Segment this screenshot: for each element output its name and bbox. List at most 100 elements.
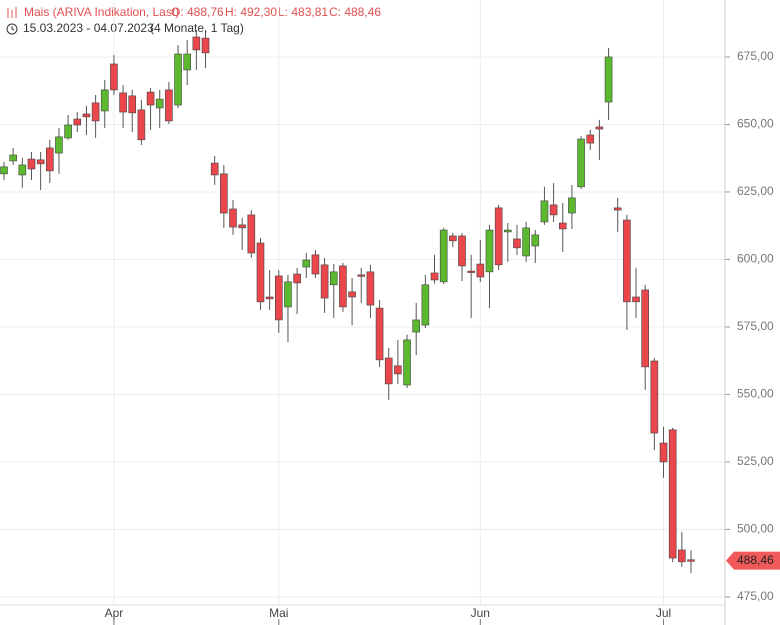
- candle-body: [82, 113, 91, 118]
- candle-body: [485, 229, 494, 273]
- plot-area: [0, 0, 725, 605]
- candle-body: [284, 281, 292, 308]
- candle-body: [421, 284, 430, 326]
- x-tick-label: Mai: [269, 606, 288, 620]
- date-range: 15.03.2023 - 04.07.2023: [23, 21, 154, 35]
- candle-body: [641, 289, 650, 368]
- candle-body: [659, 442, 668, 463]
- y-tick-label: 600,00: [737, 252, 774, 266]
- candle-body: [439, 229, 448, 283]
- candle-body: [311, 254, 320, 275]
- y-tick-label: 625,00: [737, 184, 774, 198]
- price-tag-label: 488,46: [737, 553, 774, 567]
- candle-body: [165, 89, 173, 122]
- candle-body: [540, 200, 549, 223]
- candle-body: [265, 296, 274, 300]
- ohlc-label: O: 488,76: [171, 5, 224, 19]
- candle-body: [55, 136, 63, 154]
- candle-body: [558, 222, 567, 230]
- candle-body: [549, 204, 558, 216]
- y-tick-label: 500,00: [737, 522, 774, 536]
- candle-body: [522, 227, 530, 257]
- candle-body: [668, 429, 677, 559]
- candle-body: [458, 235, 466, 267]
- y-tick-label: 475,00: [737, 589, 774, 603]
- candle-body: [678, 549, 686, 563]
- candle-body: [27, 158, 36, 170]
- candle-body: [229, 208, 237, 228]
- ohlc-label: H: 492,30: [225, 5, 277, 19]
- y-tick-label: 675,00: [737, 49, 774, 63]
- candle-body: [247, 214, 256, 254]
- candle-body: [412, 319, 421, 333]
- candle-body: [348, 291, 356, 298]
- candle-body: [238, 224, 246, 229]
- candle-body: [329, 271, 338, 286]
- candle-body: [531, 234, 540, 247]
- candle-body: [394, 365, 402, 375]
- candle-body: [210, 162, 219, 176]
- candle-body: [9, 154, 17, 162]
- price-tag: [726, 551, 780, 570]
- candle-body: [568, 197, 576, 214]
- candle-body: [687, 559, 695, 562]
- candle-body: [302, 259, 311, 268]
- ohlc-label: C: 488,46: [329, 5, 381, 19]
- y-tick-label: 550,00: [737, 387, 774, 401]
- candle-body: [18, 164, 27, 176]
- candle-body: [577, 138, 585, 188]
- candle-body: [201, 37, 210, 54]
- candle-body: [384, 357, 393, 385]
- candle-body: [357, 274, 366, 277]
- candle-body: [128, 95, 137, 114]
- candle-body: [91, 102, 100, 122]
- candle-body: [174, 53, 182, 106]
- candle-body: [632, 296, 640, 303]
- candle-body: [513, 238, 521, 249]
- candle-body: [110, 63, 118, 91]
- candle-body: [604, 56, 613, 103]
- candle-body: [137, 109, 146, 141]
- chart-title: Mais (ARIVA Indikation, Last): [24, 5, 179, 19]
- candle-body: [613, 207, 622, 211]
- candle-body: [36, 159, 45, 165]
- x-tick-label: Jun: [471, 606, 490, 620]
- candle-body: [192, 36, 201, 51]
- x-tick-label: Jul: [656, 606, 671, 620]
- candle-body: [403, 339, 411, 386]
- candle-body: [256, 242, 265, 303]
- candle-body: [366, 271, 375, 306]
- candle-body: [274, 275, 283, 321]
- candle-body: [586, 134, 595, 144]
- candle-body: [293, 273, 301, 284]
- y-tick-label: 650,00: [737, 117, 774, 131]
- candle-body: [494, 207, 503, 266]
- candle-body: [64, 124, 72, 139]
- candle-body: [476, 263, 485, 278]
- candle-body: [0, 166, 8, 175]
- candle-body: [449, 235, 457, 242]
- candle-body: [320, 264, 329, 299]
- x-tick-label: Apr: [105, 606, 124, 620]
- candle-body: [467, 270, 475, 273]
- header-icon: [7, 7, 17, 18]
- candle-body: [595, 126, 604, 130]
- candle-body: [155, 98, 164, 109]
- period: (4 Monate, 1 Tag): [150, 21, 244, 35]
- candle-body: [45, 147, 54, 172]
- candle-body: [375, 307, 384, 361]
- y-tick-label: 525,00: [737, 454, 774, 468]
- candle-body: [623, 219, 631, 303]
- candle-body: [220, 173, 228, 214]
- candle-body: [650, 360, 659, 434]
- candle-body: [183, 53, 191, 71]
- candle-body: [503, 229, 512, 233]
- candle-body: [119, 92, 127, 113]
- candle-body: [146, 91, 155, 106]
- y-tick-label: 575,00: [737, 319, 774, 333]
- candle-body: [100, 89, 109, 112]
- clock-icon: [6, 23, 18, 35]
- ohlc-label: L: 483,81: [278, 5, 328, 19]
- candle-body: [73, 118, 82, 126]
